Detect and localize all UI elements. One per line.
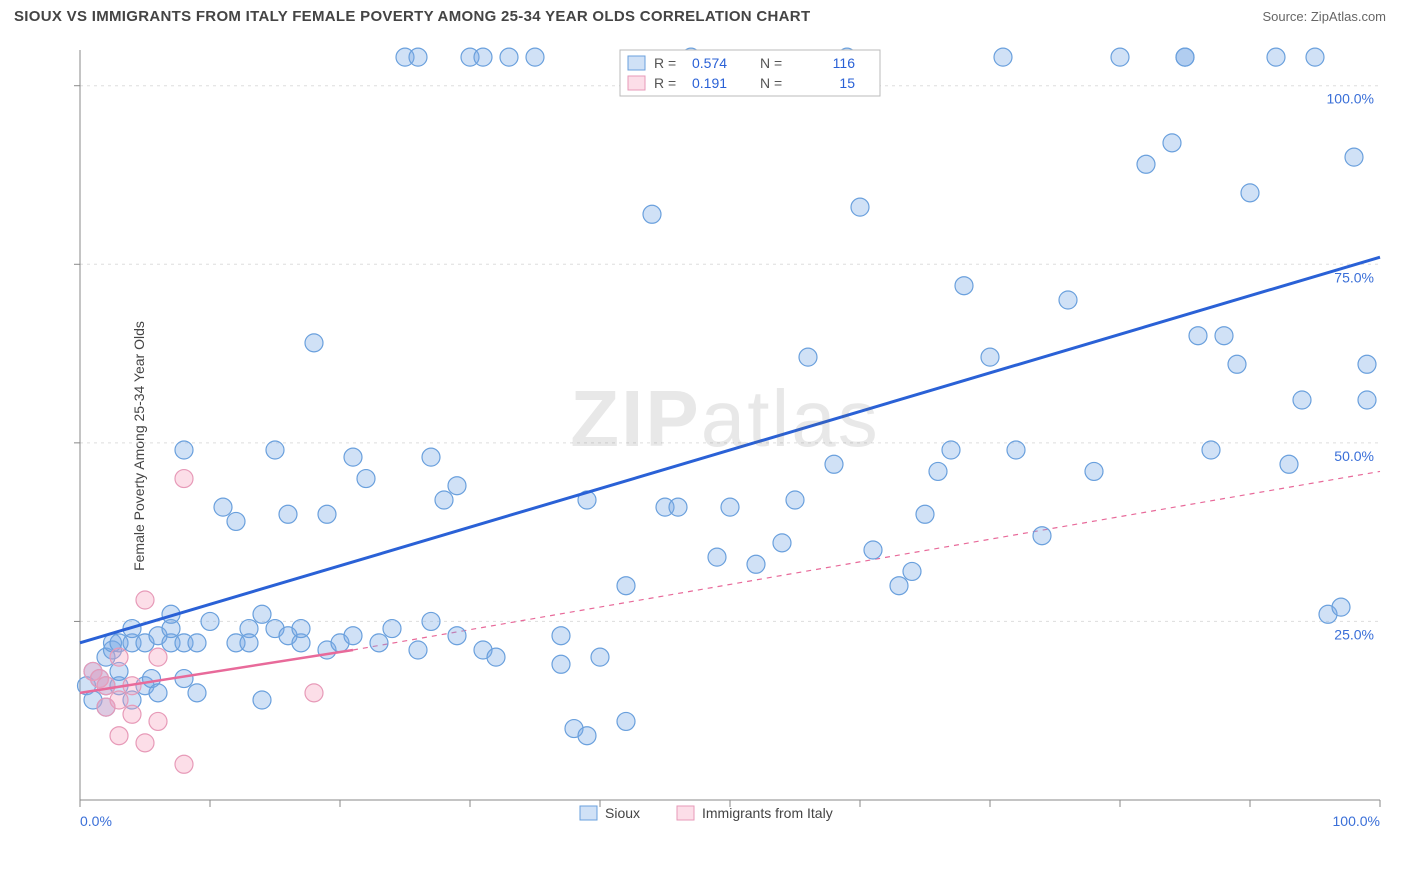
source-label: Source: ZipAtlas.com: [1262, 9, 1386, 24]
svg-text:25.0%: 25.0%: [1334, 626, 1374, 642]
scatter-chart: 0.0% 100.0% 25.0% 50.0% 75.0% 100.0% R = 0.574 N…: [60, 40, 1390, 830]
svg-text:R =: R =: [654, 75, 676, 91]
svg-text:R =: R =: [654, 55, 676, 71]
svg-text:Immigrants from Italy: Immigrants from Italy: [702, 805, 833, 821]
svg-text:0.191: 0.191: [692, 75, 727, 91]
svg-text:75.0%: 75.0%: [1334, 269, 1374, 285]
svg-text:0.0%: 0.0%: [80, 813, 112, 829]
svg-text:N =: N =: [760, 75, 782, 91]
svg-text:N =: N =: [760, 55, 782, 71]
chart-title: SIOUX VS IMMIGRANTS FROM ITALY FEMALE PO…: [14, 8, 810, 25]
svg-text:50.0%: 50.0%: [1334, 448, 1374, 464]
svg-text:15: 15: [839, 75, 855, 91]
svg-text:116: 116: [833, 55, 856, 71]
svg-text:100.0%: 100.0%: [1333, 813, 1380, 829]
svg-text:100.0%: 100.0%: [1327, 91, 1374, 107]
svg-text:Sioux: Sioux: [605, 805, 640, 821]
chart-container: 0.0% 100.0% 25.0% 50.0% 75.0% 100.0% R = 0.574 N…: [60, 40, 1390, 830]
svg-text:0.574: 0.574: [692, 55, 727, 71]
